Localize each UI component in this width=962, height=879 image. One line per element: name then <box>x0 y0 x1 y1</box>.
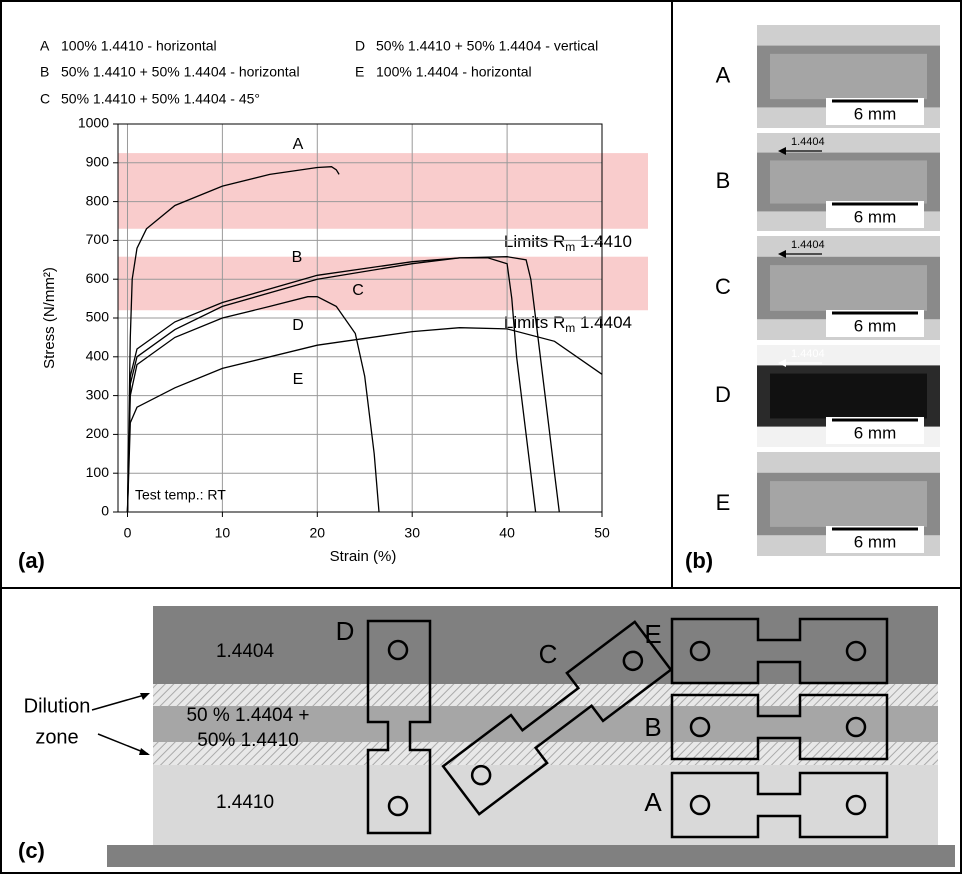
y-tick-label: 400 <box>86 348 110 364</box>
figure: (a) Strain (%) Stress (N/mm²) Limits Rm … <box>0 0 962 874</box>
limit-band <box>118 257 648 311</box>
arrow-head <box>139 748 150 755</box>
dilution-label: Dilution <box>24 695 91 717</box>
layer-label: 50 % 1.4404 + <box>186 705 309 726</box>
x-tick-label: 40 <box>499 525 515 541</box>
band-label: Limits Rm 1.4404 <box>504 314 632 336</box>
photo-gauge <box>770 265 927 311</box>
material-marker: 1.4404 <box>791 348 825 360</box>
specimen-label: B <box>716 168 731 193</box>
y-tick-label: 900 <box>86 154 110 170</box>
legend-key: E <box>355 64 364 80</box>
legend-label: 50% 1.4410 + 50% 1.4404 - vertical <box>376 38 598 54</box>
y-tick-label: 800 <box>86 192 110 208</box>
curve-label: D <box>292 317 304 334</box>
specimen-label: B <box>644 712 661 742</box>
y-tick-label: 600 <box>86 270 110 286</box>
scale-label: 6 mm <box>854 532 897 551</box>
panel-b: (b) A 6 mm B 6 mm 1.4404 C 6 mm 1.4404 D 6 mm 1.44… <box>685 25 940 573</box>
layer-label: 1.4404 <box>216 641 275 662</box>
arrow-head <box>140 693 150 700</box>
legend-key: D <box>355 38 365 54</box>
x-tick-label: 30 <box>404 525 420 541</box>
photo-grip <box>757 25 940 46</box>
layer-label: 50% 1.4410 <box>197 730 298 751</box>
curve-label: E <box>293 371 304 388</box>
limit-band <box>118 153 648 229</box>
band-label-part: m <box>565 240 575 254</box>
photo-gauge <box>770 481 927 527</box>
photo-gauge <box>770 160 927 203</box>
legend-key: C <box>40 91 50 107</box>
layer-label: 1.4410 <box>216 792 274 813</box>
specimen-label: C <box>715 274 731 299</box>
panel-label: (a) <box>18 548 45 573</box>
y-tick-label: 200 <box>86 425 110 441</box>
y-axis-title: Stress (N/mm²) <box>41 267 58 369</box>
specimen-label: C <box>539 639 558 669</box>
band-label-part: m <box>565 321 575 335</box>
scale-label: 6 mm <box>854 316 897 335</box>
curve <box>128 328 603 512</box>
material-marker: 1.4404 <box>791 239 825 251</box>
legend-key: A <box>40 38 50 54</box>
legend-key: B <box>40 64 49 80</box>
x-axis-title: Strain (%) <box>330 548 397 565</box>
y-tick-label: 500 <box>86 309 110 325</box>
specimen-label: A <box>644 787 662 817</box>
x-tick-label: 20 <box>310 525 326 541</box>
y-tick-label: 0 <box>101 503 109 519</box>
y-tick-label: 1000 <box>78 115 109 131</box>
legend-label: 50% 1.4410 + 50% 1.4404 - horizontal <box>61 64 300 80</box>
annotation: Test temp.: RT <box>135 487 226 503</box>
y-tick-label: 100 <box>86 464 110 480</box>
photo-grip <box>757 452 940 473</box>
specimen-label: E <box>716 490 731 515</box>
photo-gauge <box>770 54 927 99</box>
x-tick-label: 50 <box>594 525 610 541</box>
specimen-label: D <box>336 616 355 646</box>
y-tick-label: 700 <box>86 231 110 247</box>
specimen-label: D <box>715 382 731 407</box>
x-tick-label: 10 <box>215 525 231 541</box>
material-marker: 1.4404 <box>791 136 825 148</box>
band-label-part: 1.4404 <box>575 314 632 333</box>
curve-label: A <box>293 136 304 153</box>
panel-c: 1.4404 50 % 1.4404 + 50% 1.4410 1.4410 D… <box>18 606 955 867</box>
panel-a: (a) Strain (%) Stress (N/mm²) Limits Rm … <box>18 38 648 573</box>
dilution-label: zone <box>35 726 78 748</box>
panel-label: (b) <box>685 548 713 573</box>
scale-label: 6 mm <box>854 104 897 123</box>
specimen-label: A <box>716 62 731 87</box>
curve-label: B <box>292 249 303 266</box>
photo-gauge <box>770 374 927 419</box>
legend-label: 100% 1.4404 - horizontal <box>376 64 532 80</box>
legend-label: 100% 1.4410 - horizontal <box>61 38 217 54</box>
specimen-label: E <box>644 619 661 649</box>
x-tick-label: 0 <box>124 525 132 541</box>
band-label-part: 1.4410 <box>575 232 632 251</box>
band-label-part: Limits R <box>504 232 565 251</box>
y-tick-label: 300 <box>86 386 110 402</box>
scale-label: 6 mm <box>854 423 897 442</box>
base <box>107 845 955 867</box>
scale-label: 6 mm <box>854 207 897 226</box>
panel-label: (c) <box>18 838 45 863</box>
legend-label: 50% 1.4410 + 50% 1.4404 - 45° <box>61 91 260 107</box>
arrow <box>92 694 148 710</box>
band-label: Limits Rm 1.4410 <box>504 232 632 254</box>
curve-label: C <box>352 282 364 299</box>
